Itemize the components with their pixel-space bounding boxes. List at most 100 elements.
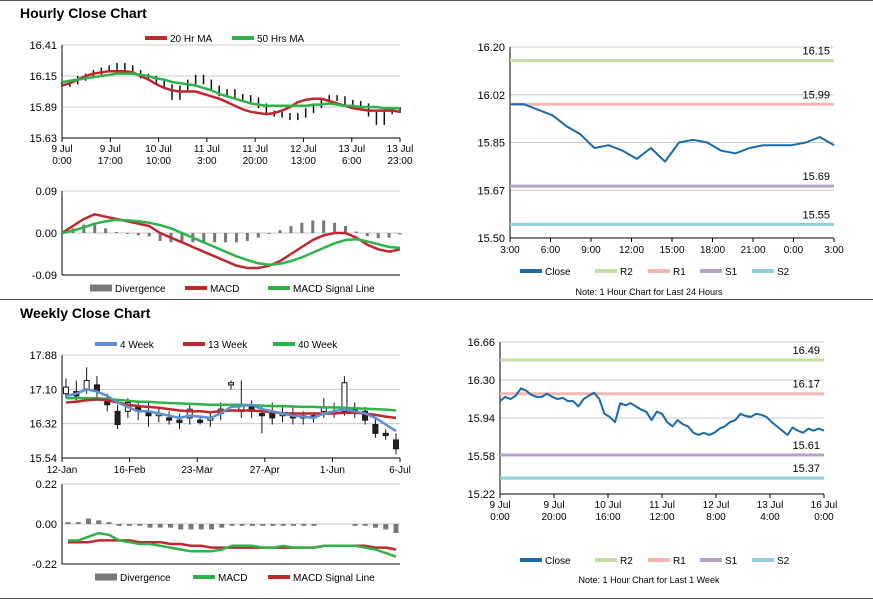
- weekly-price-x-tick-label: 16-Feb: [114, 465, 146, 476]
- hourly-macd-legend-label: MACD: [210, 284, 239, 295]
- hourly-price-x-tick-label: 13 Jul: [338, 144, 365, 155]
- weekly-section-title: Weekly Close Chart: [20, 305, 151, 321]
- hourly-close-24h-level-s1-label: 15.69: [802, 171, 830, 183]
- hourly-macd-legend-label: MACD Signal Line: [293, 284, 375, 295]
- weekly-close-1w-level-r1-label: 16.17: [792, 379, 820, 391]
- hourly-close-24h-legend-label: Close: [545, 267, 571, 278]
- weekly-close-1w-y-tick-label: 15.94: [467, 413, 495, 425]
- hourly-20hr-ma-line: [61, 69, 401, 116]
- section-divider-bottom: [0, 598, 873, 599]
- hourly-price-y-tick-label: 15.63: [29, 133, 57, 145]
- hourly-close-24h-y-tick-label: 15.50: [477, 233, 505, 245]
- hourly-price-legend-label: 50 Hrs MA: [257, 34, 305, 45]
- weekly-close-1w-x-tick-label: 10 Jul: [595, 500, 622, 511]
- hourly-price-x-tick-label: 13:00: [291, 156, 316, 167]
- weekly-close-1w-legend-label: S1: [725, 556, 738, 567]
- weekly-macd-line: [68, 531, 397, 558]
- weekly-candle-body: [83, 380, 90, 390]
- weekly-close-1w-x-tick-label: 16 Jul: [811, 500, 838, 511]
- weekly-price-y-tick-label: 16.32: [29, 419, 57, 431]
- weekly-close-1w-x-tick-label: 9 Jul: [543, 500, 564, 511]
- weekly-close-1w-x-tick-label: 11 Jul: [649, 500, 675, 511]
- weekly-close-1w-legend-label: Close: [545, 556, 571, 567]
- weekly-candle-body: [382, 432, 389, 437]
- weekly-price-x-tick-label: 27-Apr: [250, 465, 281, 476]
- hourly-price-x-tick-label: 23:00: [387, 156, 412, 167]
- hourly-macd-y-tick-label: 0.00: [36, 228, 57, 240]
- hourly-price-x-tick-label: 9 Jul: [51, 144, 72, 155]
- weekly-price-y-tick-label: 15.54: [29, 453, 57, 465]
- weekly-price-legend-label: 4 Week: [120, 340, 155, 351]
- weekly-macd-y-tick-label: 0.00: [36, 519, 57, 531]
- hourly-price-x-tick-label: 6:00: [342, 156, 362, 167]
- weekly-candle-body: [197, 419, 204, 423]
- hourly-close-24h-x-tick-label: 12:00: [619, 245, 644, 256]
- weekly-macd-legend-label: MACD Signal Line: [293, 573, 375, 584]
- weekly-close-1w-x-tick-label: 9 Jul: [489, 500, 510, 511]
- weekly-candle-body: [186, 408, 193, 419]
- hourly-close-24h-close-line: [510, 103, 835, 163]
- hourly-price-x-tick-label: 9 Jul: [100, 144, 121, 155]
- hourly-price-x-tick-label: 11 Jul: [194, 144, 220, 155]
- weekly-close-1w-legend-label: R1: [673, 556, 686, 567]
- weekly-40-week-line: [66, 396, 397, 412]
- weekly-macd-legend-label: MACD: [218, 573, 247, 584]
- hourly-close-24h-y-tick-label: 15.85: [477, 138, 505, 150]
- weekly-close-1w-x-tick-label: 16:00: [595, 512, 620, 523]
- weekly-candle-body: [341, 382, 348, 412]
- hourly-close-24h-level-r1-label: 15.99: [802, 89, 830, 101]
- weekly-close-1w-legend-label: R2: [620, 556, 633, 567]
- weekly-price-legend-label: 13 Week: [208, 340, 248, 351]
- hourly-close-24h-x-tick-label: 9:00: [581, 245, 601, 256]
- hourly-macd-y-tick-label: 0.09: [36, 186, 57, 198]
- weekly-macd-y-tick-label: -0.22: [32, 559, 57, 571]
- hourly-close-24h-x-tick-label: 21:00: [740, 245, 765, 256]
- hourly-price-x-tick-label: 20:00: [243, 156, 268, 167]
- weekly-candle-body: [258, 413, 265, 417]
- weekly-candle-body: [114, 410, 121, 426]
- weekly-close-1w-level-s2-label: 15.37: [792, 463, 820, 475]
- weekly-close-1w-y-tick-label: 16.66: [467, 337, 495, 349]
- section-divider-middle: [0, 299, 873, 300]
- weekly-close-1w-x-tick-label: 12:00: [649, 512, 674, 523]
- hourly-price-x-tick-label: 11 Jul: [242, 144, 268, 155]
- weekly-price-x-tick-label: 12-Jan: [47, 465, 78, 476]
- weekly-price-legend-label: 40 Week: [298, 340, 338, 351]
- weekly-close-1w-x-tick-label: 0:00: [814, 512, 834, 523]
- hourly-close-24h-note: Note: 1 Hour Chart for Last 24 Hours: [575, 287, 723, 297]
- section-divider-top: [0, 0, 873, 1]
- hourly-price-x-tick-label: 17:00: [98, 156, 123, 167]
- hourly-price-x-tick-label: 3:00: [197, 156, 217, 167]
- weekly-candle-body: [176, 419, 183, 423]
- weekly-macd-legend-label: Divergence: [120, 573, 171, 584]
- hourly-price-x-tick-label: 10 Jul: [145, 144, 172, 155]
- weekly-close-1w-level-s1-label: 15.61: [792, 440, 820, 452]
- weekly-close-1w-y-tick-label: 16.30: [467, 375, 495, 387]
- hourly-price-y-tick-label: 16.15: [29, 71, 57, 83]
- hourly-close-24h-y-tick-label: 16.20: [477, 42, 505, 54]
- weekly-macd-y-tick-label: 0.22: [36, 479, 57, 491]
- hourly-close-24h-level-r2-label: 16.15: [802, 46, 830, 58]
- hourly-close-24h-x-tick-label: 15:00: [659, 245, 684, 256]
- hourly-macd-line: [61, 213, 401, 270]
- hourly-macd-legend-label: Divergence: [115, 284, 166, 295]
- hourly-close-24h-legend-label: S2: [777, 267, 790, 278]
- weekly-price-y-tick-label: 17.88: [29, 350, 57, 362]
- hourly-close-24h-x-tick-label: 0:00: [784, 245, 804, 256]
- hourly-close-24h-x-tick-label: 3:00: [824, 245, 844, 256]
- weekly-candle-body: [393, 439, 399, 450]
- hourly-section-title: Hourly Close Chart: [20, 5, 147, 21]
- hourly-close-24h-legend-label: S1: [725, 267, 738, 278]
- hourly-price-x-tick-label: 13 Jul: [387, 144, 414, 155]
- hourly-price-y-tick-label: 15.89: [29, 102, 57, 114]
- weekly-close-1w-x-tick-label: 0:00: [490, 512, 510, 523]
- hourly-price-y-tick-label: 16.41: [29, 40, 57, 52]
- weekly-price-y-tick-label: 17.10: [29, 384, 57, 396]
- weekly-price-x-tick-label: 6-Jul: [389, 465, 411, 476]
- weekly-price-x-tick-label: 23-Mar: [181, 465, 213, 476]
- hourly-price-legend-label: 20 Hr MA: [170, 34, 213, 45]
- hourly-close-24h-legend-label: R1: [673, 267, 686, 278]
- weekly-close-1w-y-tick-label: 15.22: [467, 489, 495, 501]
- hourly-macd-y-tick-label: -0.09: [32, 270, 57, 282]
